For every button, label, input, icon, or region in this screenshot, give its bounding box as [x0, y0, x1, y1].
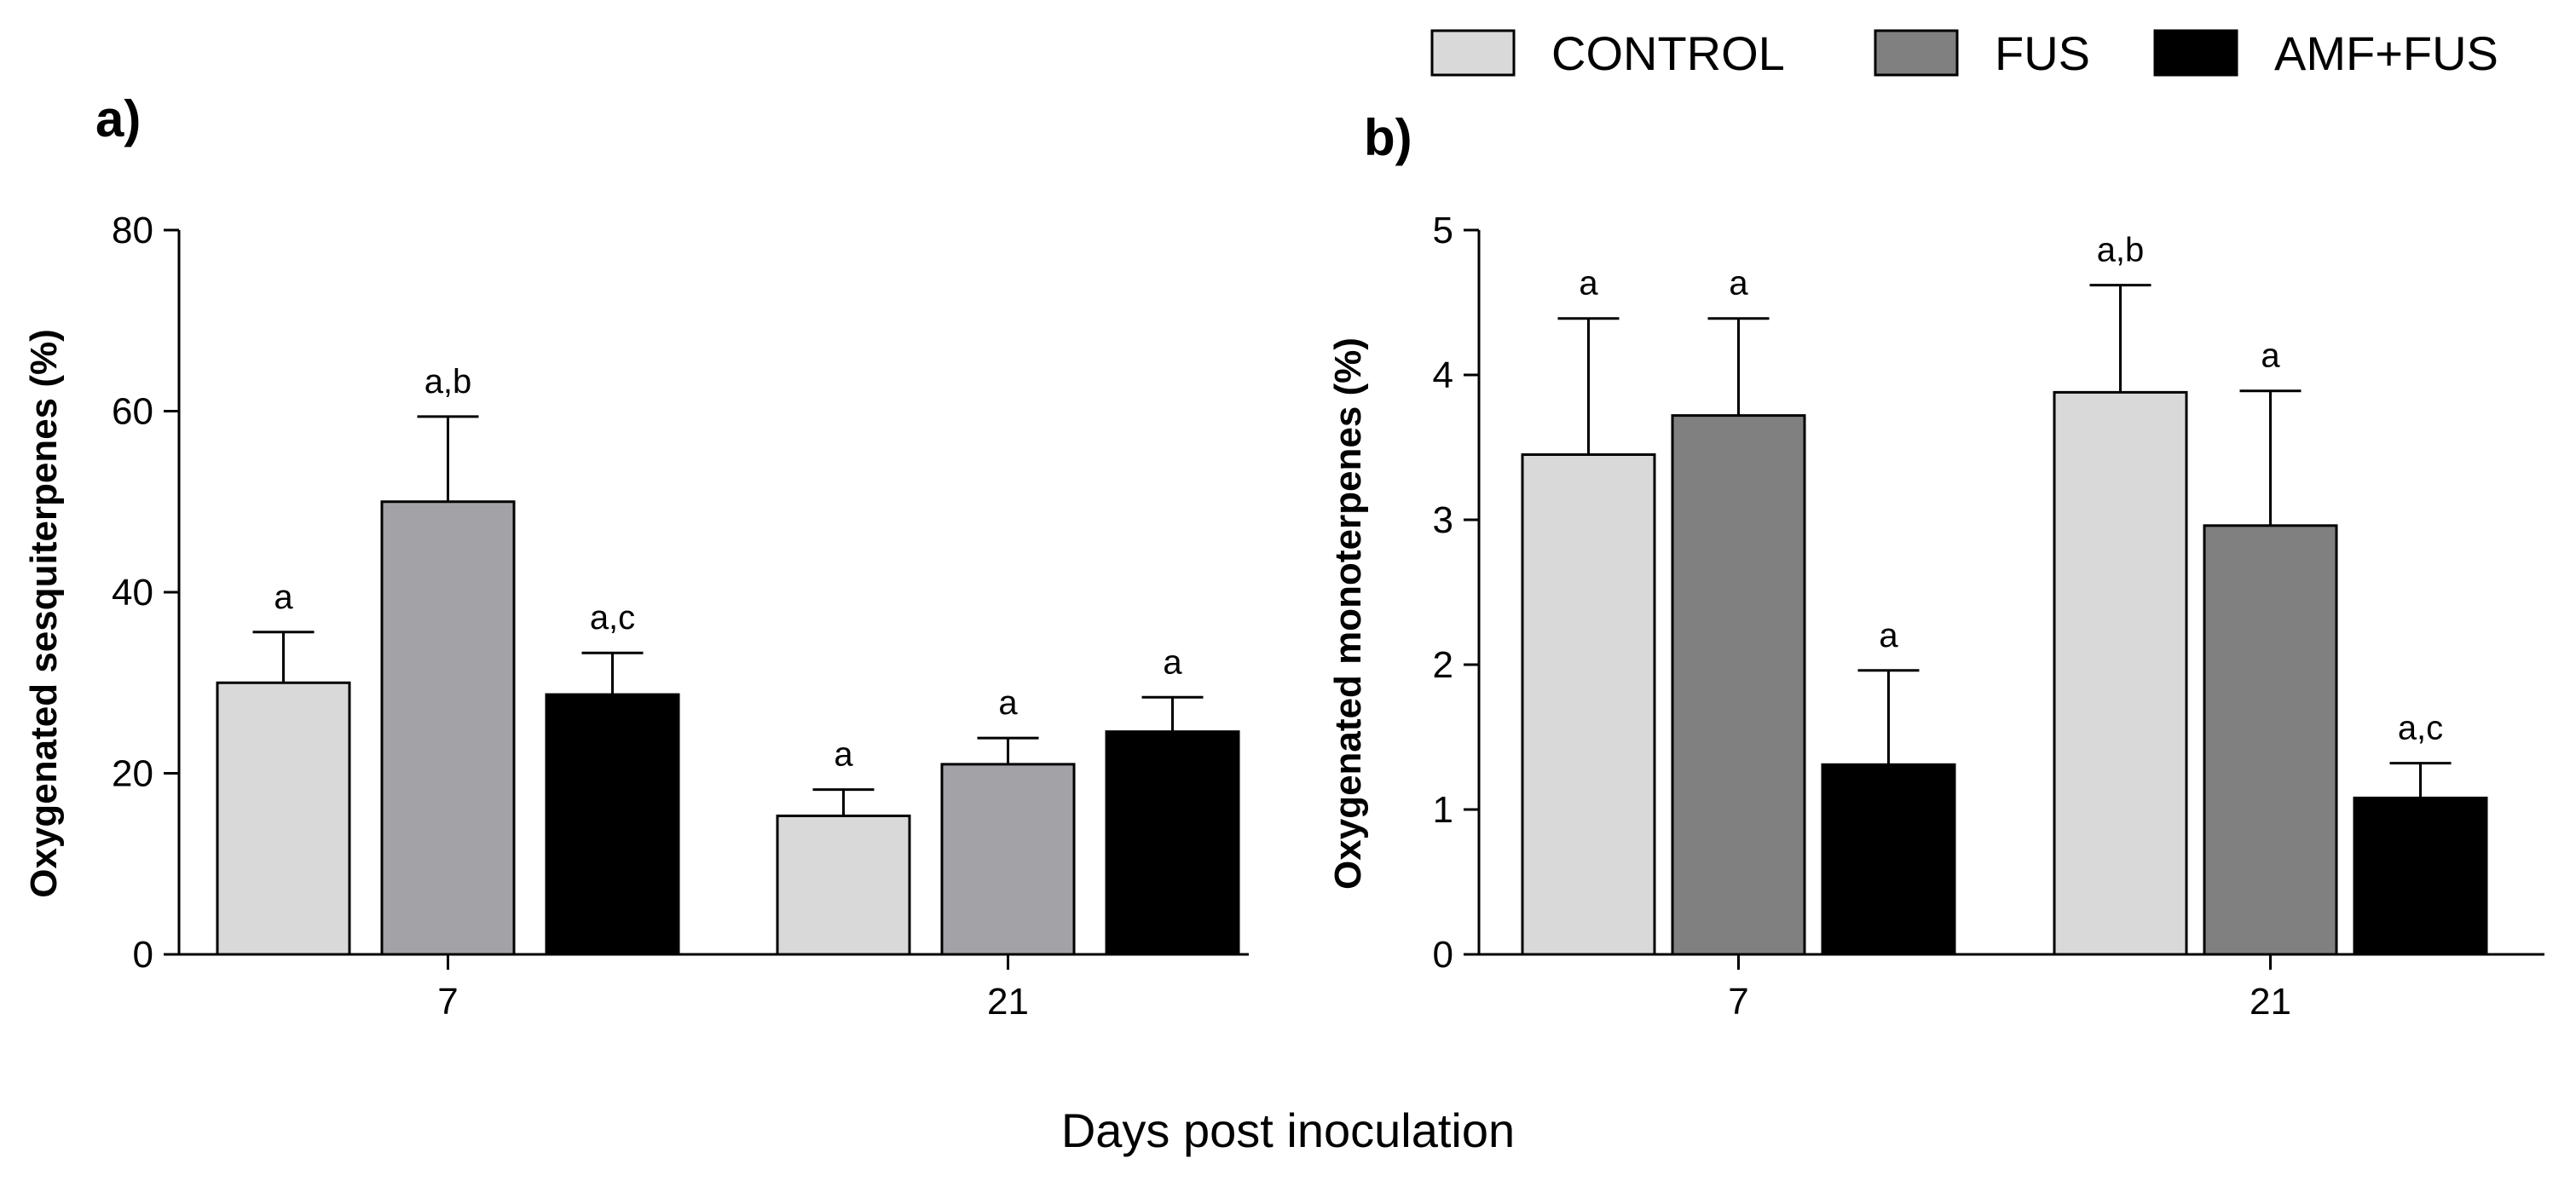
- y-tick-label-b: 1: [1433, 789, 1453, 831]
- legend: CONTROL FUS AMF+FUS: [1430, 26, 2498, 80]
- significance-label: a,c: [590, 599, 635, 637]
- significance-label: a,b: [425, 363, 472, 400]
- y-tick-label-a: 80: [112, 210, 153, 251]
- bar-control-day-7: [216, 681, 351, 956]
- y-tick-label-b: 5: [1433, 210, 1453, 251]
- plot-area-b: 0 1 2 3 4 5 a a a 7 a,b a a,c 21: [1433, 210, 2544, 1023]
- y-tick-label-b: 2: [1433, 644, 1453, 686]
- y-tick-label-a: 20: [112, 753, 153, 795]
- bar-amf-fus-day-7: [1821, 763, 1956, 956]
- x-tick-label-b: 21: [2250, 981, 2291, 1023]
- y-tick-label-b: 3: [1433, 499, 1453, 541]
- significance-label: a: [1163, 643, 1182, 681]
- y-axis-label-b: Oxygenated monoterpenes (%): [1327, 337, 1369, 890]
- y-tick-label-a: 40: [112, 572, 153, 614]
- y-tick-label-a: 60: [112, 391, 153, 433]
- significance-label: a: [1879, 617, 1898, 654]
- legend-swatch-control: [1430, 29, 1516, 77]
- bar-amf-fus-day-21: [2353, 796, 2488, 956]
- bar-control-day-21: [776, 814, 911, 956]
- x-tick-label-b: 7: [1728, 981, 1748, 1023]
- y-axis-label-a: Oxygenated sesquiterpenes (%): [23, 329, 65, 898]
- panel-label-a: a): [95, 90, 141, 147]
- significance-label: a: [274, 579, 293, 616]
- significance-label: a,b: [2097, 232, 2145, 269]
- significance-label: a: [998, 684, 1018, 722]
- bar-fus-day-21: [940, 763, 1076, 956]
- significance-label: a,c: [2398, 710, 2443, 747]
- panel-a: a) Oxygenated sesquiterpenes (%) 0 20 40 60…: [23, 90, 1249, 1023]
- bar-fus-day-21: [2203, 524, 2338, 956]
- significance-label: a: [834, 736, 853, 774]
- significance-label: a: [1579, 265, 1598, 303]
- bar-control-day-7: [1521, 453, 1656, 956]
- legend-swatch-amf-fus: [2153, 29, 2238, 77]
- x-axis-label: Days post inoculation: [1061, 1103, 1515, 1157]
- significance-label: a: [2261, 337, 2280, 375]
- legend-swatch-fus: [1874, 29, 1959, 77]
- panel-label-b: b): [1364, 109, 1412, 166]
- legend-label-control: CONTROL: [1551, 26, 1785, 80]
- bar-fus-day-7: [380, 500, 516, 956]
- y-tick-label-b: 4: [1433, 354, 1453, 396]
- x-tick-label-a: 7: [437, 981, 458, 1023]
- y-tick-label-a: 0: [133, 934, 153, 976]
- legend-label-fus: FUS: [1995, 26, 2090, 80]
- bar-control-day-21: [2053, 390, 2188, 956]
- significance-label: a: [1729, 265, 1748, 303]
- plot-area-a: 0 20 40 60 80 a a,b a,c 7 a a a 21: [112, 210, 1249, 1023]
- legend-label-amf-fus: AMF+FUS: [2274, 26, 2498, 80]
- panel-b: b) Oxygenated monoterpenes (%) 0 1 2 3 4 5 a a a…: [1327, 109, 2544, 1023]
- y-tick-label-b: 0: [1433, 934, 1453, 976]
- x-tick-label-a: 21: [987, 981, 1029, 1023]
- bar-amf-fus-day-7: [545, 693, 680, 956]
- bar-amf-fus-day-21: [1105, 730, 1240, 956]
- bar-fus-day-7: [1671, 414, 1806, 956]
